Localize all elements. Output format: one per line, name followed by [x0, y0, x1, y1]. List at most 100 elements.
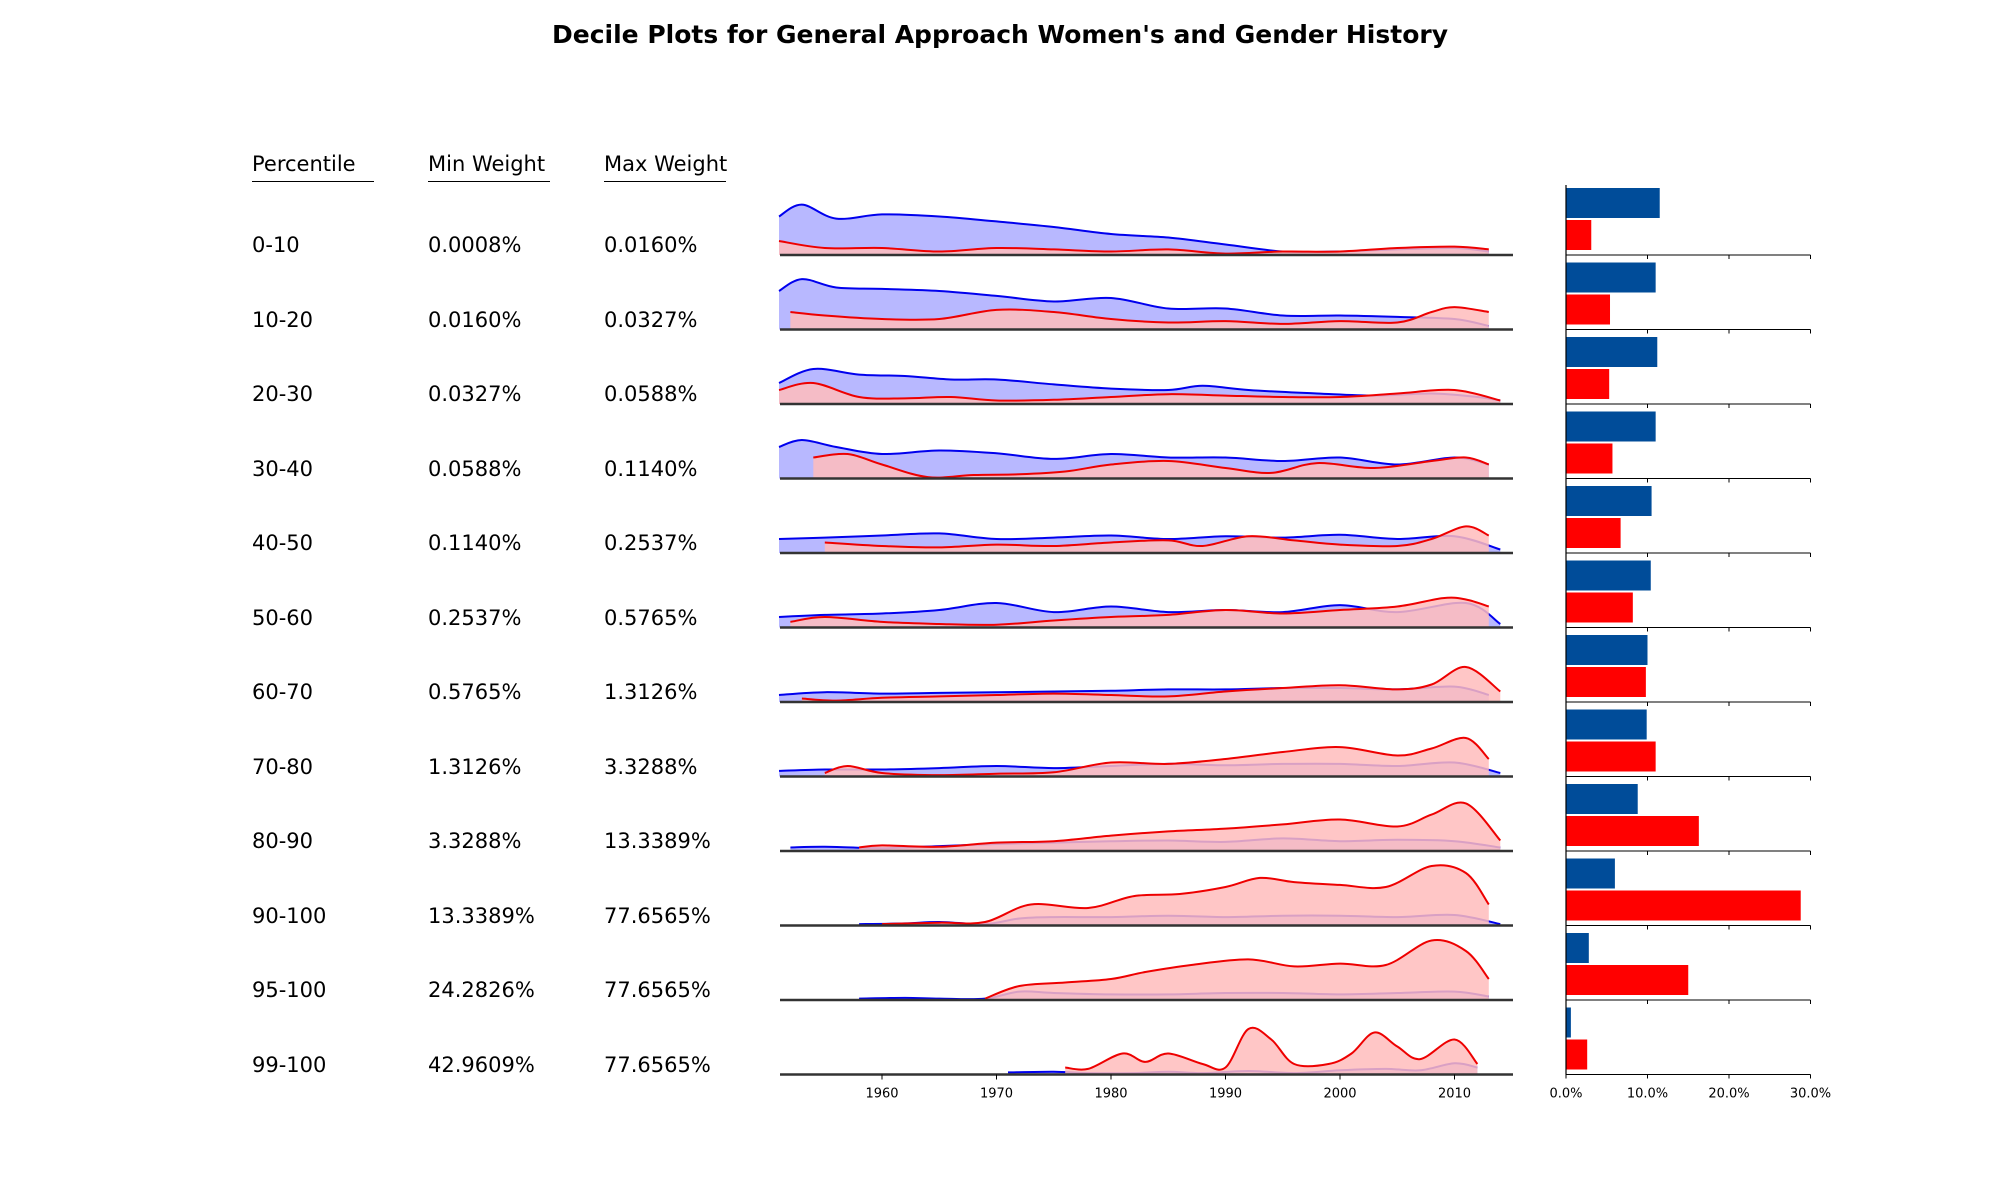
row-percentile-cell: 40-50 — [252, 531, 314, 555]
x-tick-label: 2010 — [1438, 1087, 1471, 1102]
bar-blue — [1566, 411, 1656, 442]
header-max-weight: Max Weight — [604, 152, 728, 176]
header-underline — [428, 181, 550, 182]
row-max-cell: 77.6565% — [604, 1052, 711, 1077]
red-density-area — [985, 940, 1489, 1000]
red-density-line — [801, 665, 1501, 702]
red-density-area — [790, 597, 1489, 628]
red-density-area — [801, 666, 1501, 702]
bar-blue — [1566, 262, 1656, 293]
red-density-line — [984, 939, 1490, 1000]
blue-density-area — [779, 204, 1489, 255]
row-percentile-cell: 99-100 — [252, 1052, 327, 1077]
red-density-area — [824, 526, 1489, 553]
row-min-cell: 0.1140% — [428, 531, 522, 555]
x-tick-label: 1970 — [980, 1087, 1013, 1102]
red-density-line — [790, 596, 1490, 626]
red-density-line — [858, 801, 1502, 849]
red-density-line — [881, 864, 1490, 926]
row-min-cell: 42.9609% — [428, 1052, 535, 1077]
red-density-area — [1065, 1027, 1478, 1075]
bar-blue — [1566, 858, 1615, 889]
row-max-cell: 77.6565% — [604, 978, 711, 1002]
x-tick-label: 2000 — [1323, 1087, 1356, 1102]
chart-title: Decile Plots for General Approach Women'… — [552, 20, 1448, 49]
row-min-cell: 1.3126% — [428, 754, 522, 779]
bar-red — [1566, 443, 1613, 474]
bar-red — [1566, 965, 1689, 995]
bar-red — [1566, 816, 1699, 846]
bar-blue — [1566, 486, 1652, 516]
row-percentile-cell: 0-10 — [252, 233, 300, 257]
bar-red — [1566, 1039, 1588, 1070]
red-density-line — [778, 240, 1489, 255]
row-percentile-cell: 90-100 — [252, 903, 327, 928]
row-max-cell: 77.6565% — [604, 903, 711, 928]
bar-tick-label: 30.0% — [1790, 1087, 1831, 1102]
row-max-cell: 0.0160% — [604, 233, 698, 257]
bar-red — [1566, 890, 1801, 921]
red-density-line — [824, 736, 1490, 777]
row-min-cell: 0.0008% — [428, 233, 522, 257]
red-density-line — [778, 381, 1501, 402]
bar-red — [1566, 667, 1646, 697]
red-density-line — [1065, 1026, 1479, 1071]
red-density-area — [813, 453, 1489, 479]
row-max-cell: 0.2537% — [604, 531, 698, 555]
bar-tick-label: 0.0% — [1549, 1087, 1582, 1102]
row-max-cell: 0.0327% — [604, 307, 698, 332]
red-density-area — [779, 382, 1501, 404]
row-min-cell: 0.2537% — [428, 605, 522, 630]
row-max-cell: 3.3288% — [604, 754, 698, 779]
bar-red — [1566, 741, 1656, 772]
row-min-cell: 0.0327% — [428, 382, 522, 406]
row-max-cell: 13.3389% — [604, 829, 711, 853]
row-percentile-cell: 20-30 — [252, 382, 314, 406]
bar-tick-label: 20.0% — [1708, 1087, 1749, 1102]
bar-tick-label: 10.0% — [1627, 1087, 1668, 1102]
row-max-cell: 1.3126% — [604, 680, 698, 704]
bar-blue — [1566, 560, 1651, 591]
blue-density-line — [778, 532, 1501, 551]
row-min-cell: 3.3288% — [428, 829, 522, 853]
red-density-line — [790, 306, 1489, 325]
row-min-cell: 13.3389% — [428, 903, 535, 928]
header-underline — [252, 181, 374, 182]
row-min-cell: 0.0160% — [428, 307, 522, 332]
x-tick-label: 1980 — [1094, 1087, 1127, 1102]
x-tick-label: 1960 — [865, 1087, 898, 1102]
red-density-line — [824, 525, 1490, 549]
blue-density-area — [779, 368, 1501, 404]
bar-red — [1566, 518, 1621, 548]
bar-blue — [1566, 784, 1638, 814]
header-underline — [604, 181, 726, 182]
row-min-cell: 0.0588% — [428, 456, 522, 481]
row-max-cell: 0.0588% — [604, 382, 698, 406]
bar-red — [1566, 294, 1611, 325]
red-density-area — [882, 865, 1489, 926]
row-percentile-cell: 50-60 — [252, 605, 314, 630]
bar-red — [1566, 220, 1592, 250]
row-percentile-cell: 60-70 — [252, 680, 314, 704]
row-max-cell: 0.5765% — [604, 605, 698, 630]
red-density-area — [859, 802, 1501, 851]
red-density-area — [824, 737, 1489, 777]
row-min-cell: 24.2826% — [428, 978, 535, 1002]
bar-blue — [1566, 188, 1660, 218]
row-percentile-cell: 95-100 — [252, 978, 327, 1002]
bar-blue — [1566, 337, 1658, 367]
row-percentile-cell: 70-80 — [252, 754, 314, 779]
header-percentile: Percentile — [252, 152, 356, 176]
row-max-cell: 0.1140% — [604, 456, 698, 481]
row-percentile-cell: 30-40 — [252, 456, 314, 481]
header-min-weight: Min Weight — [428, 152, 546, 176]
row-percentile-cell: 80-90 — [252, 829, 314, 853]
bar-blue — [1566, 635, 1648, 665]
row-percentile-cell: 10-20 — [252, 307, 314, 332]
red-density-area — [790, 307, 1489, 330]
bar-red — [1566, 592, 1633, 623]
blue-density-line — [778, 438, 1490, 466]
blue-density-line — [778, 278, 1490, 327]
x-tick-label: 1990 — [1209, 1087, 1242, 1102]
row-min-cell: 0.5765% — [428, 680, 522, 704]
